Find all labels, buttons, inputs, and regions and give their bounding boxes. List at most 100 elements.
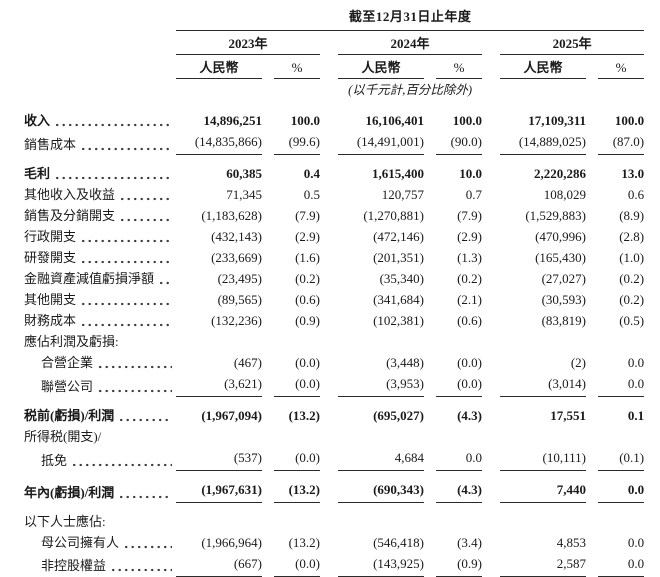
column-gap xyxy=(482,184,500,205)
value-cell: (1,967,631) xyxy=(176,470,262,503)
column-gap xyxy=(320,289,338,310)
value-cell: (695,027) xyxy=(373,408,424,423)
row-label: 以下人士應佔: xyxy=(24,503,176,532)
table-row: 所得税(開支)/ xyxy=(24,426,644,447)
dot-leader xyxy=(112,568,172,572)
value-cell: 108,029 xyxy=(543,187,586,202)
column-gap xyxy=(586,131,598,155)
percent-cell: 0.0 xyxy=(436,447,482,471)
row-label-text: 應佔利潤及虧損: xyxy=(24,334,119,349)
year-header-row: 2023年 2024年 2025年 xyxy=(24,30,645,55)
dot-leader xyxy=(160,281,172,285)
value-cell: 2,587 xyxy=(500,552,586,577)
percent-cell: (0.0) xyxy=(457,355,482,370)
column-gap xyxy=(424,310,436,331)
column-gap xyxy=(586,289,598,310)
dot-leader xyxy=(125,544,172,549)
dot-leader xyxy=(56,176,172,180)
value-cell: (537) xyxy=(176,447,262,471)
units-note-row: (以千元計,百分比除外) xyxy=(24,79,644,111)
percent-cell: (0.2) xyxy=(619,292,645,307)
percent-cell xyxy=(598,503,644,532)
percent-cell: (0.9) xyxy=(295,313,320,328)
column-gap xyxy=(586,471,598,503)
column-gap xyxy=(424,226,436,247)
column-gap xyxy=(262,247,274,268)
percent-cell: 100.0 xyxy=(452,113,482,128)
value-cell: (690,343) xyxy=(338,470,424,503)
percent-cell: (7.9) xyxy=(457,208,482,223)
period-title: 截至12月31日止年度 xyxy=(176,6,645,31)
table-row: 聯營公司 (3,621) (0.0) (3,953) (0.0) (3,014) 0.0 xyxy=(24,373,645,397)
column-gap xyxy=(482,289,500,310)
value-cell: (10,111) xyxy=(500,447,586,471)
column-gap xyxy=(262,310,274,331)
percent-cell: (0.6) xyxy=(295,292,320,307)
column-gap xyxy=(320,110,338,131)
row-label-text: 税前(虧損)/利潤 xyxy=(24,408,115,423)
value-cell: (3,953) xyxy=(338,373,424,397)
column-gap xyxy=(586,373,598,397)
column-gap xyxy=(320,532,338,553)
value-cell: 4,853 xyxy=(556,534,586,550)
column-gap xyxy=(586,447,598,471)
column-gap xyxy=(482,503,500,532)
row-label: 行政開支 xyxy=(24,226,176,247)
dot-leader xyxy=(120,418,172,422)
percent-cell: (87.0) xyxy=(598,131,645,155)
table-row: 財務成本 (132,236) (0.9) (102,381) (0.6) (83,819)… xyxy=(24,310,644,331)
value-cell: 7,440 xyxy=(500,470,586,503)
row-label: 應佔利潤及虧損: xyxy=(24,331,176,352)
table-row: 税前(虧損)/利潤 (1,967,094) (13.2) (695,027) (4.3)… xyxy=(24,397,644,427)
percent-cell: 0.0 xyxy=(598,552,645,577)
column-gap xyxy=(424,155,436,185)
column-gap xyxy=(424,553,436,577)
column-gap xyxy=(482,331,500,352)
column-gap xyxy=(320,553,338,577)
column-gap xyxy=(586,331,598,352)
row-label-text: 抵免 xyxy=(41,452,68,468)
value-cell xyxy=(500,503,586,532)
column-gap xyxy=(586,226,598,247)
value-cell: (89,565) xyxy=(217,292,262,307)
column-gap xyxy=(320,331,338,352)
row-label-text: 以下人士應佔: xyxy=(24,513,106,529)
value-cell: 17,109,311 xyxy=(528,113,586,128)
column-gap xyxy=(320,155,338,185)
column-gap xyxy=(320,373,338,397)
row-label: 所得税(開支)/ xyxy=(24,426,176,447)
row-label-text: 銷售及分銷開支 xyxy=(24,208,116,223)
column-gap xyxy=(482,447,500,471)
table-row: 銷售及分銷開支 (1,183,628) (7.9) (1,270,881) (7.9) (… xyxy=(24,205,644,226)
percent-cell: (0.2) xyxy=(619,271,645,286)
percent-cell: 0.0 xyxy=(627,355,645,370)
dot-leader xyxy=(82,260,172,264)
percent-cell: (13.2) xyxy=(288,408,320,423)
dot-leader xyxy=(56,123,172,127)
currency-header-2025: 人民幣 xyxy=(500,54,586,79)
percent-cell: (3.4) xyxy=(457,534,482,550)
column-gap xyxy=(320,205,338,226)
row-label: 其他開支 xyxy=(24,289,176,310)
row-label: 非控股權益 xyxy=(24,553,176,577)
row-label-text: 其他收入及收益 xyxy=(24,187,116,202)
row-label-text: 銷售成本 xyxy=(24,136,77,152)
column-gap xyxy=(262,471,274,503)
percent-cell: (0.0) xyxy=(274,447,320,471)
percent-cell: (0.2) xyxy=(457,271,482,286)
column-gap xyxy=(586,110,598,131)
percent-header-2023: % xyxy=(274,54,320,79)
value-cell: (3,621) xyxy=(176,373,262,397)
column-gap xyxy=(262,131,274,155)
value-cell: (546,418) xyxy=(373,534,424,550)
column-gap xyxy=(424,373,436,397)
value-cell: (472,146) xyxy=(373,229,424,244)
column-gap xyxy=(262,532,274,553)
column-gap xyxy=(262,503,274,532)
percent-cell: 100.0 xyxy=(290,113,320,128)
dot-leader xyxy=(82,239,172,243)
value-cell: (35,340) xyxy=(379,271,424,286)
table-row: 研發開支 (233,669) (1.6) (201,351) (1.3) (165,430… xyxy=(24,247,644,268)
row-label: 年內(虧損)/利潤 xyxy=(24,471,176,503)
column-gap xyxy=(320,247,338,268)
